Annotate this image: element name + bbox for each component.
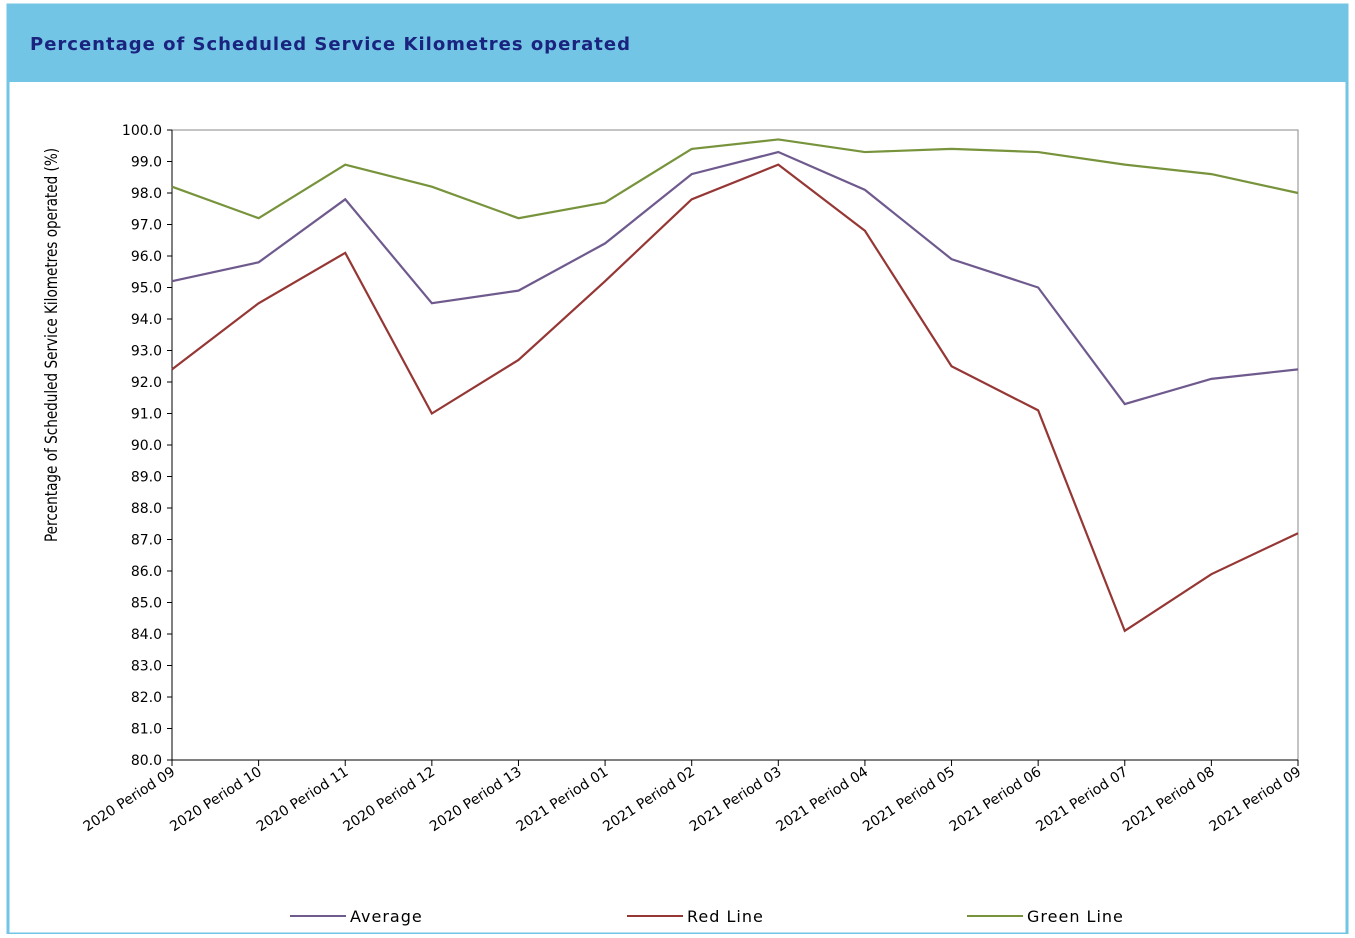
series-line: [171, 163, 1299, 633]
y-tick-label: 96.0: [131, 249, 162, 265]
y-tick-label: 90.0: [131, 438, 162, 454]
y-tick-label: 88.0: [131, 501, 162, 517]
legend-label: Green Line: [1027, 907, 1124, 926]
y-tick-label: 82.0: [131, 690, 162, 706]
y-tick-label: 87.0: [131, 533, 162, 549]
y-tick-label: 99.0: [131, 155, 162, 171]
legend-label: Average: [350, 907, 423, 926]
y-tick-label: 98.0: [131, 186, 162, 202]
y-tick-label: 91.0: [131, 407, 162, 423]
series-line: [171, 150, 1299, 406]
y-tick-label: 89.0: [131, 470, 162, 486]
y-tick-label: 81.0: [131, 722, 162, 738]
header-band: [8, 5, 1347, 82]
y-tick-label: 93.0: [131, 344, 162, 360]
y-tick-label: 95.0: [131, 281, 162, 297]
y-tick-label: 92.0: [131, 375, 162, 391]
y-tick-label: 84.0: [131, 627, 162, 643]
y-tick-label: 80.0: [131, 753, 162, 769]
chart-title: Percentage of Scheduled Service Kilometr…: [30, 34, 631, 55]
legend-label: Red Line: [687, 907, 764, 926]
series-line: [171, 138, 1299, 220]
y-tick-label: 97.0: [131, 218, 162, 234]
panel: [6, 3, 1349, 936]
y-tick-label: 83.0: [131, 659, 162, 675]
y-tick-label: 86.0: [131, 564, 162, 580]
y-tick-label: 94.0: [131, 312, 162, 328]
y-axis-label: Percentage of Scheduled Service Kilometr…: [42, 148, 62, 542]
y-tick-label: 85.0: [131, 596, 162, 612]
y-tick-label: 100.0: [122, 123, 162, 139]
